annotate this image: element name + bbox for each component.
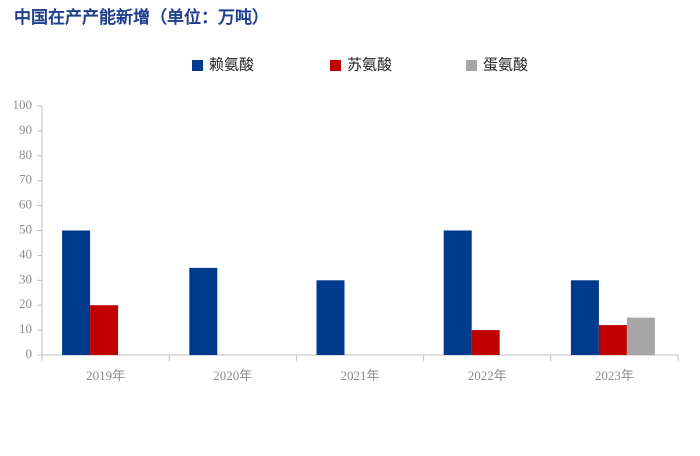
bar [626, 317, 655, 355]
bar [598, 325, 627, 355]
y-tick-label: 80 [19, 147, 32, 162]
x-tick-label: 2021年 [340, 368, 379, 383]
bar [62, 230, 91, 355]
bar [90, 305, 119, 355]
legend-swatch [192, 60, 203, 71]
bar [570, 280, 599, 355]
legend-swatch [466, 60, 477, 71]
legend-label: 苏氨酸 [347, 56, 392, 73]
y-tick-label: 30 [19, 271, 32, 286]
y-tick-label: 100 [13, 97, 33, 112]
x-tick-label: 2020年 [213, 368, 252, 383]
legend-swatch [330, 60, 341, 71]
bar [189, 267, 218, 355]
y-tick-label: 70 [19, 172, 32, 187]
y-tick-label: 60 [19, 197, 32, 212]
chart-title: 中国在产产能新增（单位：万吨） [14, 7, 269, 28]
y-tick-label: 40 [19, 246, 32, 261]
bar [443, 230, 472, 355]
x-tick-label: 2023年 [595, 368, 634, 383]
y-tick-label: 50 [19, 221, 32, 236]
y-tick-label: 10 [19, 321, 32, 336]
y-tick-label: 0 [26, 346, 33, 361]
bar [471, 330, 500, 355]
x-tick-label: 2022年 [468, 368, 507, 383]
x-tick-label: 2019年 [86, 368, 125, 383]
legend-label: 赖氨酸 [209, 56, 254, 73]
y-tick-label: 90 [19, 122, 32, 137]
bar [316, 280, 345, 355]
legend-label: 蛋氨酸 [483, 56, 528, 73]
y-tick-label: 20 [19, 296, 32, 311]
